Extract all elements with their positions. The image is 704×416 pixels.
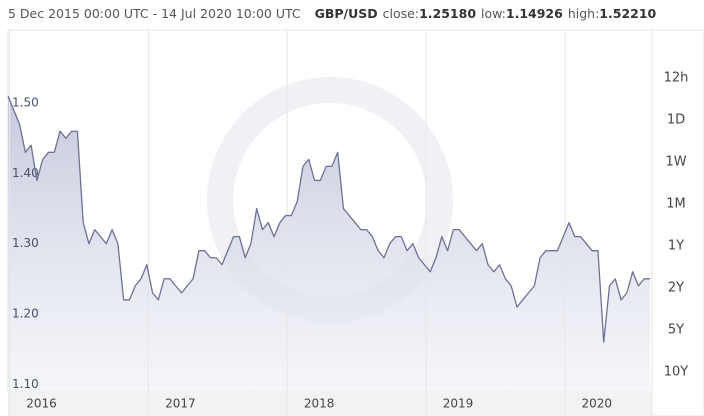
close-value: 1.25180	[419, 6, 476, 21]
price-line	[7, 95, 650, 343]
high-value: 1.52210	[599, 6, 656, 21]
x-tick-label: 2016	[26, 397, 57, 411]
period-button[interactable]: 5Y	[668, 323, 684, 338]
low-label: low:	[481, 6, 506, 21]
period-panel	[651, 29, 704, 416]
period-button[interactable]: 12h	[664, 71, 689, 86]
y-tick-label: 1.50	[12, 96, 39, 110]
period-button[interactable]: 2Y	[668, 281, 684, 296]
period-button[interactable]: 1D	[667, 113, 685, 128]
date-range: 5 Dec 2015 00:00 UTC - 14 Jul 2020 10:00…	[8, 6, 301, 21]
y-tick-label: 1.40	[12, 166, 39, 180]
high-label: high:	[568, 6, 599, 21]
header: 5 Dec 2015 00:00 UTC - 14 Jul 2020 10:00…	[8, 6, 657, 21]
close-label: close:	[383, 6, 419, 21]
low-value: 1.14926	[506, 6, 563, 21]
period-button[interactable]: 10Y	[664, 365, 689, 380]
y-tick-label: 1.10	[12, 377, 39, 391]
y-tick-label: 1.20	[12, 306, 39, 320]
x-tick-label: 2018	[304, 397, 335, 411]
x-axis-band	[8, 392, 652, 416]
plot-layer: 2016 2017 2018 2019 2020 1.10 1.20 1.30 1.40 1.50	[7, 30, 650, 416]
period-button[interactable]: 1Y	[668, 239, 684, 254]
x-tick-label: 2019	[443, 397, 474, 411]
period-button[interactable]: 1W	[665, 155, 686, 170]
y-tick-label: 1.30	[12, 236, 39, 250]
area-fill	[8, 96, 650, 392]
x-tick-label: 2020	[582, 397, 613, 411]
period-button[interactable]: 1M	[666, 197, 686, 212]
pair: GBP/USD	[315, 6, 378, 21]
x-tick-label: 2017	[165, 397, 196, 411]
